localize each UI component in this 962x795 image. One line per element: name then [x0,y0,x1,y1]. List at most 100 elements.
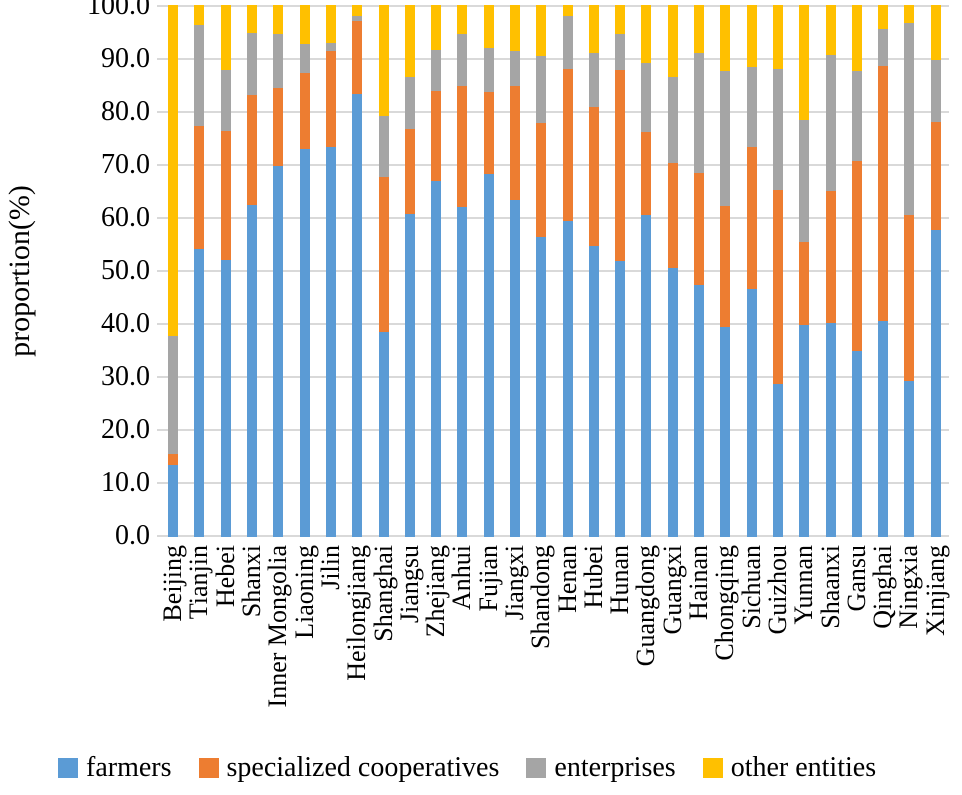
y-tick-label: 80.0 [101,96,150,127]
segment-specialized-cooperatives [641,132,652,215]
x-label-zhejiang: Zhejiang [421,543,450,751]
bar-slot-hebei [213,5,239,537]
x-label-text: Hainan [684,545,714,621]
stacked-bar [799,5,810,537]
segment-farmers [746,288,757,537]
segment-specialized-cooperatives [220,130,231,261]
x-label-guizhou: Guizhou [762,543,792,751]
segment-enterprises [720,71,731,207]
stacked-bar [694,5,705,537]
segment-enterprises [404,77,415,129]
segment-specialized-cooperatives [378,176,389,332]
x-label-text: Guizhou [762,545,792,635]
gridline-80.0 [157,111,949,113]
segment-specialized-cooperatives [325,50,336,148]
x-label-text: Henan [552,545,582,613]
legend-label: farmers [86,752,172,783]
y-tick-label: 20.0 [101,414,150,445]
bar-slot-henan [554,5,580,537]
segment-farmers [404,213,415,537]
segment-enterprises [273,33,284,88]
x-label-sichuan: Sichuan [737,543,766,751]
segment-specialized-cooperatives [878,65,889,322]
legend-swatch-icon [58,758,78,778]
bar-slot-sichuan [739,5,765,537]
segment-other-entities [194,5,205,25]
segment-farmers [457,206,468,537]
segment-farmers [615,260,626,537]
legend-item-specialized-cooperatives: specialized cooperatives [198,752,499,784]
segment-other-entities [325,5,336,43]
x-label-text: Shaanxi [815,545,845,629]
segment-other-entities [720,5,731,71]
x-label-text: Chongqing [710,545,740,661]
x-label-text: Guangdong [631,545,661,667]
stacked-bar [641,5,652,537]
x-label-jilin: Jilin [316,543,345,751]
segment-farmers [825,323,836,537]
stacked-bar [904,5,915,537]
segment-specialized-cooperatives [667,163,678,269]
segment-farmers [667,268,678,537]
stacked-bar [273,5,284,537]
x-label-shaanxi: Shaanxi [815,543,845,751]
stacked-bar [536,5,547,537]
x-label-text: Shandong [526,545,556,649]
segment-enterprises [641,63,652,133]
bar-slot-shaanxi [817,5,843,537]
segment-farmers [431,180,442,537]
stacked-bar [562,5,573,537]
segment-farmers [772,383,783,537]
segment-enterprises [220,70,231,131]
bar-slot-shanghai [370,5,396,537]
x-axis-category-labels: Beijing Tianjin Hebei Shanxi Inner Mongolia L… [158,543,950,751]
y-tick-label: 70.0 [101,149,150,180]
segment-specialized-cooperatives [799,241,810,326]
segment-specialized-cooperatives [562,68,573,221]
legend-item-other-entities: other entities [702,752,876,784]
stacked-bar [431,5,442,537]
x-label-inner-mongolia: Inner Mongolia [263,543,293,751]
x-label-hunan: Hunan [605,543,634,751]
segment-enterprises [615,34,626,70]
bar-slot-jiangxi [502,5,528,537]
segment-enterprises [851,70,862,161]
legend-item-farmers: farmers [58,752,172,784]
segment-farmers [378,331,389,537]
segment-enterprises [772,68,783,190]
segment-farmers [299,149,310,537]
segment-farmers [851,350,862,537]
segment-other-entities [615,5,626,35]
bar-slot-shanxi [239,5,265,537]
segment-specialized-cooperatives [904,214,915,381]
x-label-hubei: Hubei [579,543,608,751]
x-label-text: Inner Mongolia [263,545,293,708]
gridline-50.0 [157,270,949,272]
y-tick-label: 90.0 [101,43,150,74]
bar-slot-gansu [844,5,870,537]
bar-slot-xinjiang [923,5,949,537]
segment-farmers [694,284,705,537]
stacked-bar [378,5,389,537]
gridline-100.0 [157,5,949,7]
segment-enterprises [746,66,757,147]
segment-other-entities [299,5,310,44]
segment-other-entities [536,5,547,56]
bar-slot-jiangsu [397,5,423,537]
segment-enterprises [825,54,836,192]
segment-specialized-cooperatives [483,92,494,174]
segment-farmers [641,214,652,537]
bar-slot-fujian [476,5,502,537]
segment-other-entities [378,5,389,116]
segment-specialized-cooperatives [694,172,705,285]
segment-other-entities [667,5,678,78]
x-label-yunnan: Yunnan [789,543,819,751]
stacked-bar [352,5,363,537]
y-tick-label: 10.0 [101,467,150,498]
x-label-text: Yunnan [789,545,819,625]
x-label-ningxia: Ningxia [894,543,923,751]
stacked-bar [299,5,310,537]
segment-other-entities [851,5,862,71]
bar-slot-yunnan [791,5,817,537]
